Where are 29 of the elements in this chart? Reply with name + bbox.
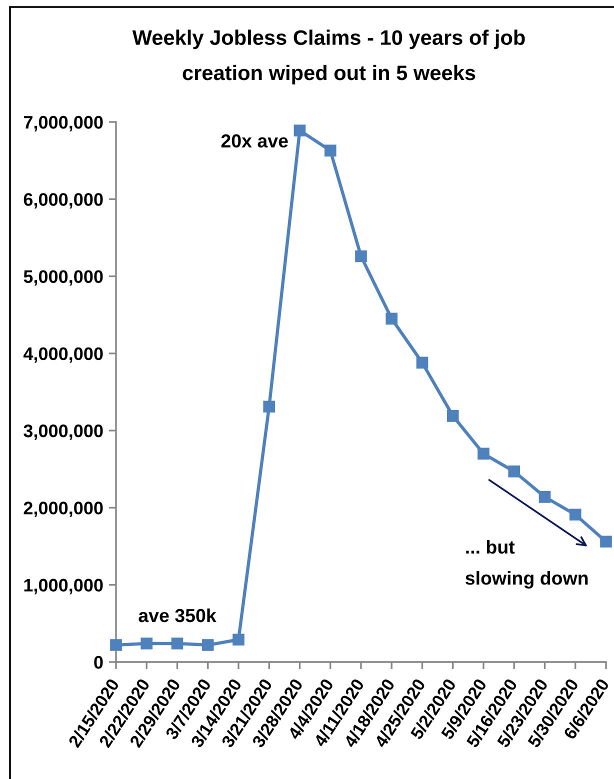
point: [478, 448, 490, 460]
point: [171, 638, 184, 650]
y-tick-label: 7,000,000: [24, 116, 103, 132]
annotation: 20x ave: [221, 134, 288, 148]
point: [232, 634, 244, 646]
y-tick-label: 1,000,000: [24, 578, 103, 594]
y-tick-label: 2,000,000: [24, 502, 103, 518]
y-tick-label: 0: [94, 656, 103, 669]
point: [416, 356, 428, 369]
y-tick-label: 3,000,000: [24, 424, 103, 440]
point: [355, 250, 367, 262]
annotation: ave 350k: [138, 608, 216, 622]
point: [202, 639, 214, 651]
annotation: ... but slowing down: [466, 540, 588, 589]
y-tick-label: 6,000,000: [24, 193, 103, 208]
y-tick-label: 5,000,000: [24, 270, 103, 286]
point: [569, 508, 582, 521]
point: [294, 124, 306, 136]
point: [386, 312, 398, 325]
point: [446, 410, 459, 422]
y-tick-label: 4,000,000: [23, 347, 103, 363]
point: [600, 536, 612, 548]
point: [263, 400, 276, 413]
point: [508, 466, 520, 478]
point: [324, 144, 336, 156]
point: [110, 639, 122, 651]
chart-title: Weekly Jobless Claims - 10 years of job creation wiped out in 5 weeks: [132, 30, 525, 84]
point: [140, 638, 153, 650]
point: [538, 491, 551, 503]
